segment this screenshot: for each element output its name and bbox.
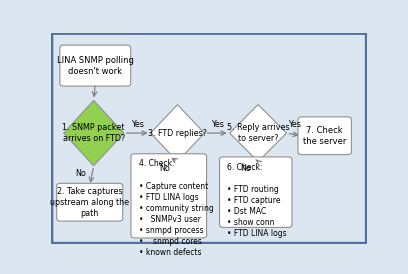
Text: No: No: [160, 164, 170, 173]
Polygon shape: [64, 100, 124, 166]
Text: 2. Take captures
upstream along the
path: 2. Take captures upstream along the path: [50, 187, 129, 218]
FancyBboxPatch shape: [220, 157, 292, 227]
Text: 3. FTD replies?: 3. FTD replies?: [148, 129, 207, 138]
Text: 1. SNMP packet
arrives on FTD?: 1. SNMP packet arrives on FTD?: [62, 123, 125, 143]
Text: No: No: [75, 169, 86, 178]
Polygon shape: [230, 105, 286, 162]
FancyBboxPatch shape: [298, 117, 351, 155]
Text: No: No: [240, 164, 251, 173]
FancyBboxPatch shape: [57, 183, 123, 221]
Text: 4. Check:

• Capture content
• FTD LINA logs
• community string
•   SNMPv3 user
: 4. Check: • Capture content • FTD LINA l…: [139, 159, 213, 257]
Text: Yes: Yes: [211, 120, 224, 129]
Text: 5. Reply arrives
to server?: 5. Reply arrives to server?: [227, 123, 289, 143]
Polygon shape: [151, 105, 204, 162]
Text: 7. Check
the server: 7. Check the server: [303, 126, 346, 146]
Text: Yes: Yes: [288, 120, 301, 129]
Text: Yes: Yes: [131, 120, 144, 129]
Text: 6. Check:

• FTD routing
• FTD capture
• Dst MAC
• show conn
• FTD LINA logs: 6. Check: • FTD routing • FTD capture • …: [227, 163, 287, 238]
FancyBboxPatch shape: [52, 33, 366, 243]
FancyBboxPatch shape: [131, 154, 206, 238]
FancyBboxPatch shape: [60, 45, 131, 86]
Text: LINA SNMP polling
doesn't work: LINA SNMP polling doesn't work: [57, 56, 134, 76]
